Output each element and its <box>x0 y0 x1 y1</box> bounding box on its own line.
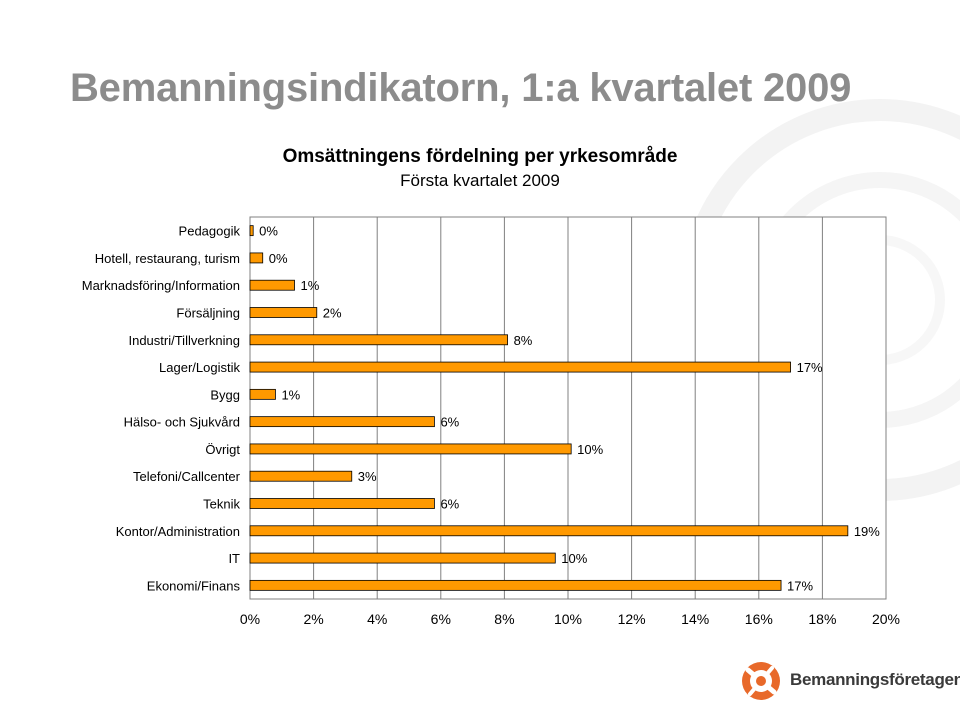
bar <box>249 225 254 237</box>
bar <box>249 252 264 264</box>
x-tick-label: 12% <box>618 611 646 627</box>
category-label: Telefoni/Callcenter <box>133 469 241 484</box>
slide-title: Bemanningsindikatorn, 1:a kvartalet 2009 <box>70 66 852 110</box>
category-labels: Pedagogik Hotell, restaurang, turism Markn… <box>82 224 241 594</box>
data-label: 0% <box>269 251 288 266</box>
bar <box>249 334 508 346</box>
bar <box>249 552 556 564</box>
data-label: 6% <box>440 497 459 512</box>
company-logo: Bemanningsföretagen <box>738 656 960 708</box>
category-label: Marknadsföring/Information <box>82 278 240 293</box>
category-label: IT <box>228 551 240 566</box>
data-label: 10% <box>577 442 603 457</box>
category-label: Hotell, restaurang, turism <box>95 251 240 266</box>
bars <box>249 225 849 591</box>
category-label: Kontor/Administration <box>116 524 240 539</box>
x-tick-label: 10% <box>554 611 582 627</box>
bar <box>249 498 435 509</box>
category-label: Övrigt <box>205 442 240 457</box>
data-label: 1% <box>281 387 300 402</box>
bar <box>249 388 276 400</box>
bar <box>249 470 353 482</box>
bar <box>249 361 791 373</box>
category-label: Hälso- och Sjukvård <box>124 415 240 430</box>
data-labels: 0%0%1%2%8%17%1%6%10%3%6%19%10%17% <box>259 224 880 594</box>
data-label: 6% <box>440 415 459 430</box>
data-label: 1% <box>301 278 320 293</box>
data-label: 17% <box>797 360 823 375</box>
data-label: 19% <box>854 524 880 539</box>
category-label: Teknik <box>203 497 240 512</box>
bar <box>249 416 435 428</box>
x-tick-label: 6% <box>431 611 451 627</box>
logo-text: Bemanningsföretagen <box>790 670 960 689</box>
x-tick-label: 2% <box>303 611 323 627</box>
x-tick-label: 20% <box>872 611 900 627</box>
x-tick-label: 0% <box>240 611 260 627</box>
category-label: Lager/Logistik <box>159 360 240 375</box>
chart-subtitle: Första kvartalet 2009 <box>400 171 560 190</box>
x-tick-label: 16% <box>745 611 773 627</box>
category-label: Försäljning <box>176 306 240 321</box>
x-tick-label: 14% <box>681 611 709 627</box>
logo-mark-icon <box>742 662 780 700</box>
x-tick-label: 8% <box>494 611 514 627</box>
category-label: Ekonomi/Finans <box>147 578 241 593</box>
bar <box>249 443 572 455</box>
bar <box>249 307 318 318</box>
data-label: 17% <box>787 578 813 593</box>
data-label: 3% <box>358 469 377 484</box>
data-label: 2% <box>323 306 342 321</box>
data-label: 0% <box>259 224 278 239</box>
chart-title: Omsättningens fördelning per yrkesområde <box>282 146 678 167</box>
x-tick-label: 18% <box>808 611 836 627</box>
category-label: Pedagogik <box>179 224 241 239</box>
category-label: Bygg <box>210 387 240 402</box>
category-label: Industri/Tillverkning <box>128 333 240 348</box>
data-label: 8% <box>514 333 533 348</box>
x-tick-label: 4% <box>367 611 387 627</box>
x-tick-labels: 0% 2% 4% 6% 8% 10% 12% 14% 16% 18% 20% <box>240 611 900 627</box>
data-label: 10% <box>561 551 587 566</box>
bar <box>249 525 849 537</box>
bar <box>249 579 782 591</box>
bar <box>249 279 295 291</box>
